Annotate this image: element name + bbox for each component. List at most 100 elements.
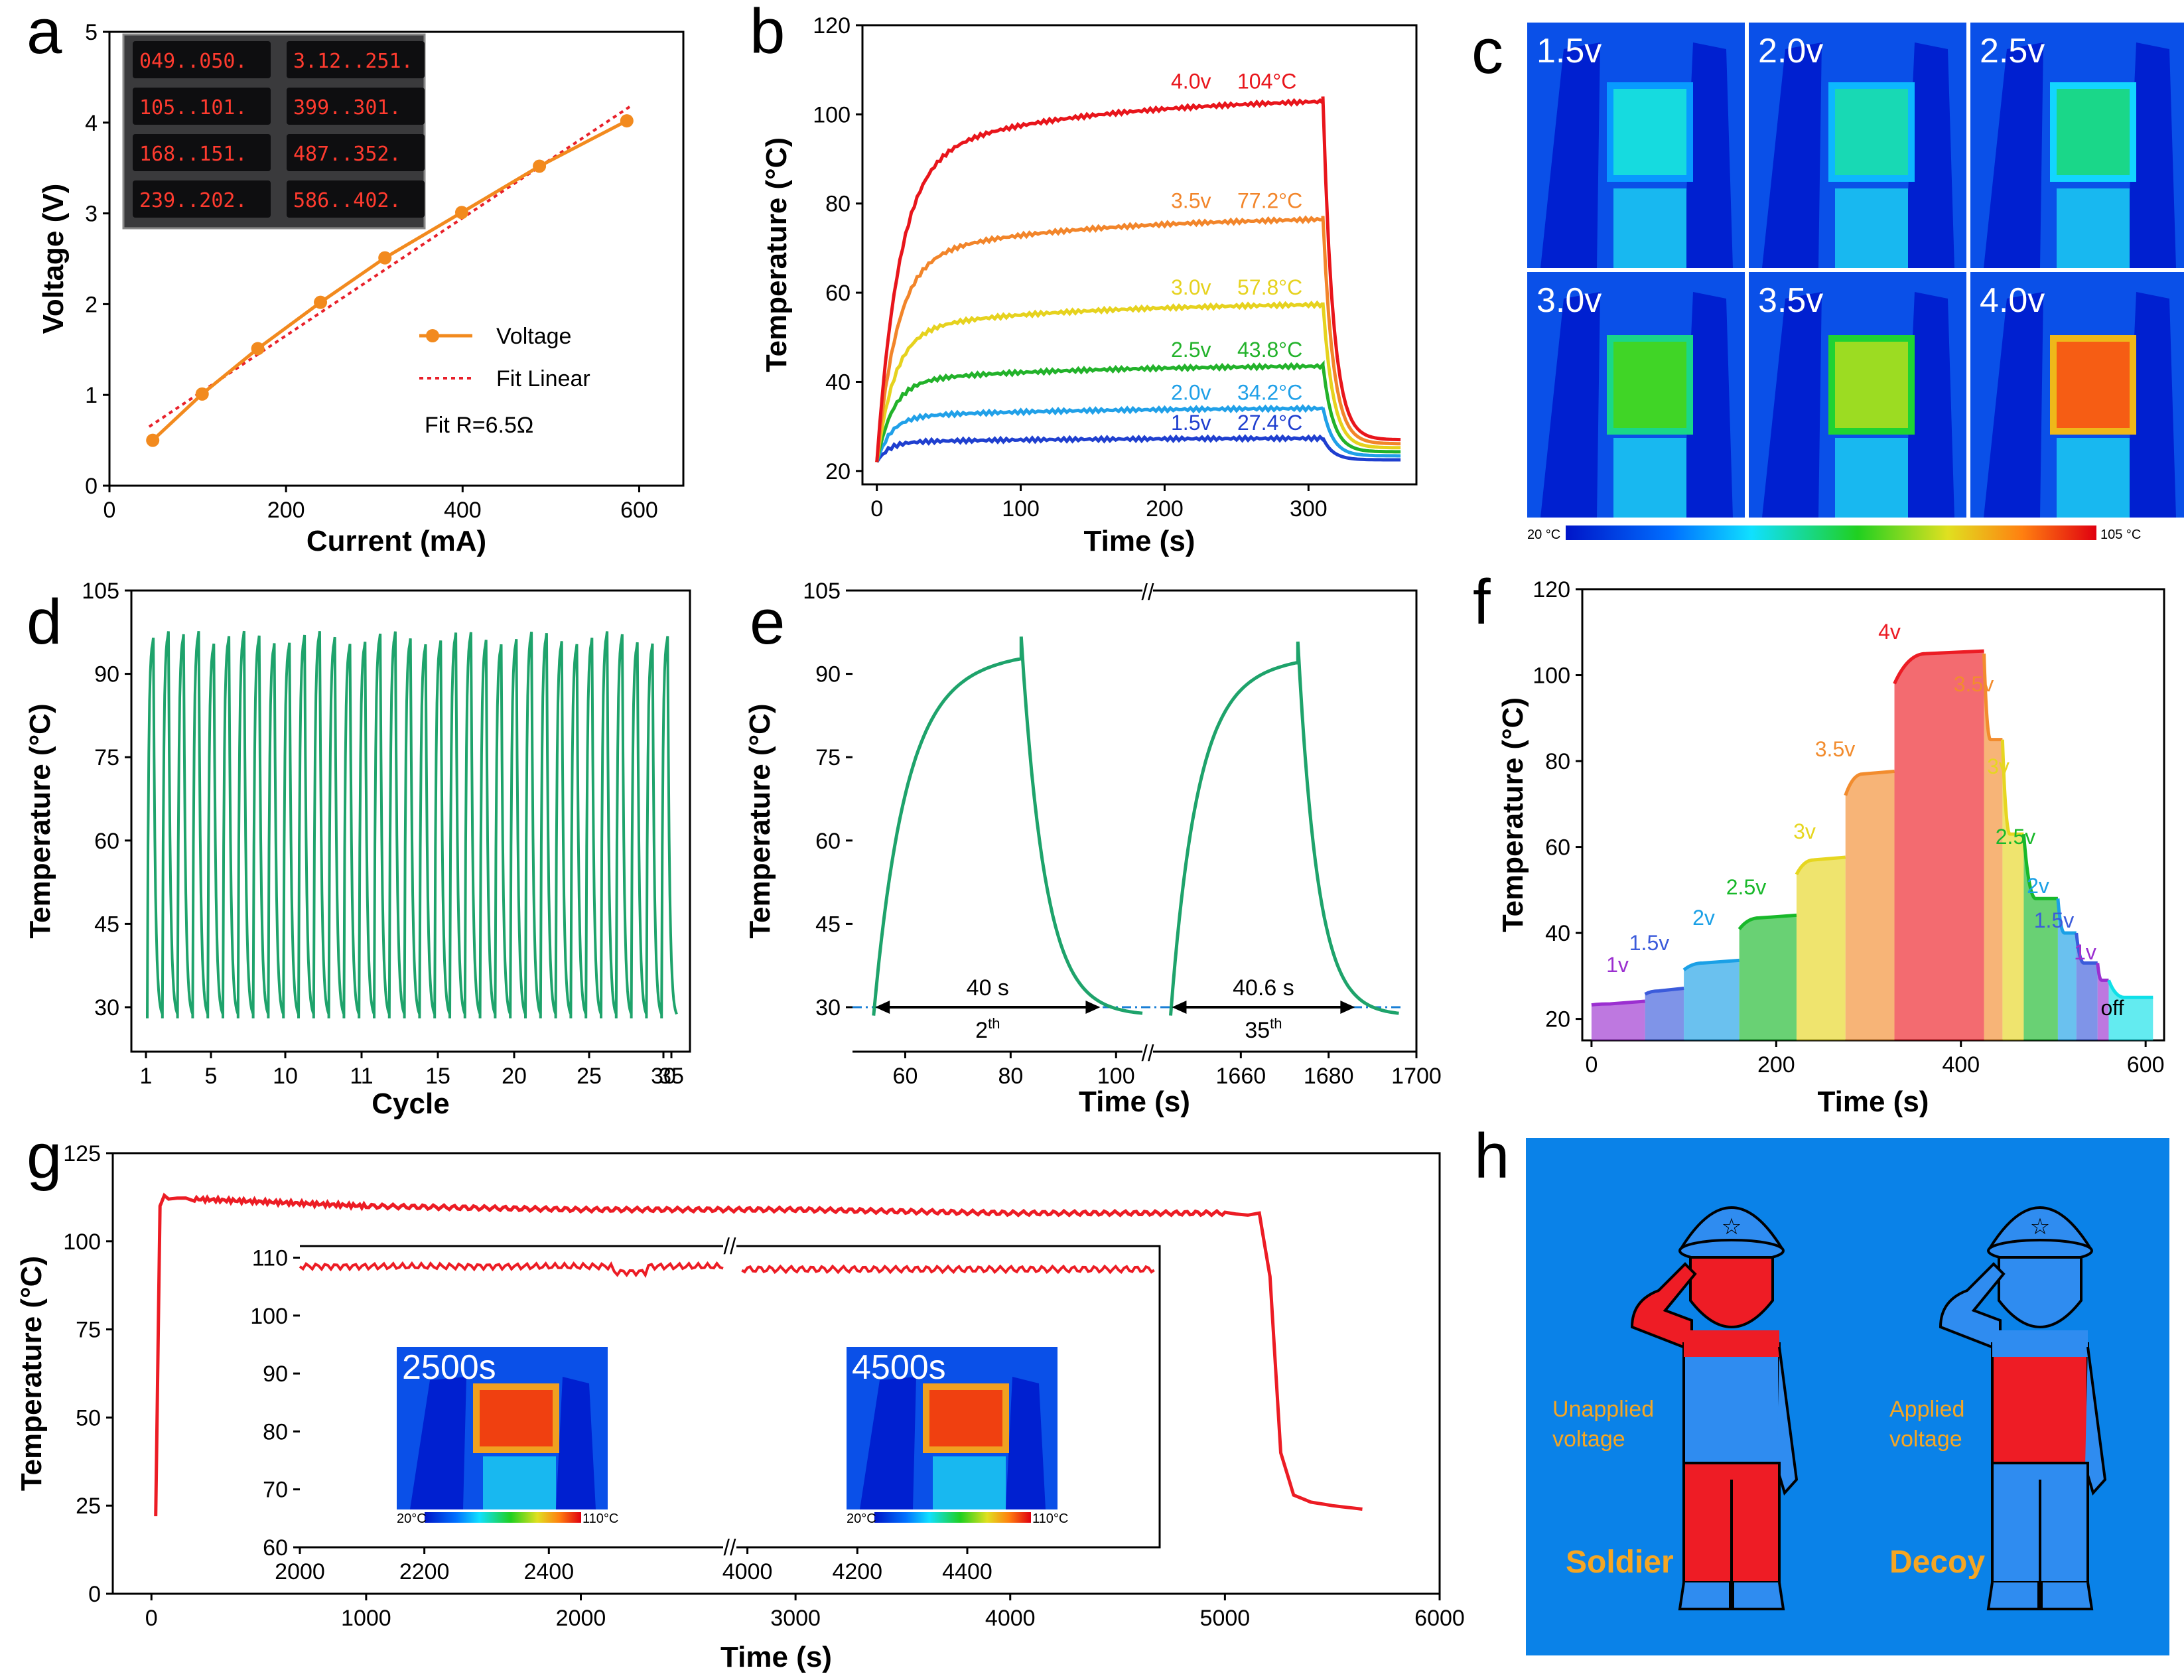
step-outline — [1844, 769, 1895, 796]
axis-break-mark: // — [1142, 1041, 1154, 1066]
thermal-right-block — [1905, 42, 1954, 268]
y-tick-label: 120 — [813, 13, 851, 38]
led-reading: 168..151. — [139, 143, 247, 166]
y-tick-label: 60 — [1545, 835, 1570, 861]
y-tick-label: 30 — [94, 995, 119, 1020]
inset-x-tick-label: 2000 — [275, 1559, 325, 1584]
y-tick-label: 125 — [63, 1141, 101, 1166]
step-outline — [2075, 932, 2098, 965]
scale-max-label: 110°C — [1032, 1511, 1068, 1526]
y-tick-label: 90 — [94, 662, 119, 687]
arrow-head-right — [1085, 1001, 1101, 1015]
y-tick-label: 4 — [85, 111, 98, 136]
cycle-number: 2 — [975, 1018, 988, 1043]
y-tick-label: 80 — [1545, 749, 1570, 774]
right-shoe — [1732, 1582, 1785, 1610]
x-tick-label: 11 — [350, 1064, 373, 1089]
thermal-frame-label: 3.5v — [1758, 281, 1823, 320]
plot-frame — [111, 1152, 1441, 1595]
thermal-left-block — [1762, 42, 1822, 268]
x-tick-label: 1680 — [1304, 1064, 1354, 1089]
cycle-suffix: th — [1270, 1015, 1282, 1032]
thermal-stand — [1613, 438, 1686, 518]
thermal-hot-region — [2050, 82, 2136, 182]
arrow-head-right — [1340, 1001, 1355, 1015]
step-area — [1845, 771, 1895, 1040]
y-tick-label: 100 — [63, 1229, 101, 1255]
panel-letter-c: c — [1471, 16, 1503, 87]
inset-x-tick-label: 4000 — [722, 1559, 773, 1584]
x-tick-label: 200 — [1757, 1052, 1795, 1078]
thermal-right-block — [1683, 292, 1733, 518]
scale-min-label: 20 °C — [1527, 527, 1560, 542]
inset-axis-break: // — [724, 1234, 736, 1259]
step-label: 4v — [1878, 620, 1901, 644]
step-area — [1796, 857, 1846, 1040]
x-tick-label: 600 — [2127, 1052, 2165, 1078]
step-area — [2097, 963, 2109, 1040]
step-label: 2.5v — [1726, 875, 1766, 899]
panel-g-chart: 0 1000 2000 3000 4000 5000 6000 0 25 50 75 100 125 Ti… — [15, 1141, 1465, 1673]
led-display — [133, 180, 271, 218]
panel-a-chart: 0 200 400 600 0 1 2 3 4 5 Current (mA) Voltage (V) 0… — [37, 20, 685, 557]
thermal-stand — [1835, 188, 1908, 268]
soldier-hat — [1988, 1206, 2092, 1249]
cycle-suffix: th — [988, 1015, 1000, 1032]
y-tick-label: 20 — [1545, 1007, 1570, 1032]
led-reading: 487..352. — [293, 143, 401, 166]
thermal-right-block — [1683, 42, 1733, 268]
led-reading: 239..202. — [139, 189, 247, 212]
series-temp-label: 27.4°C — [1237, 411, 1302, 435]
x-axis-label: Time (s) — [1084, 525, 1195, 557]
x-tick-label: 10 — [273, 1064, 298, 1089]
y-tick-label: 90 — [815, 662, 841, 687]
step-area — [1894, 651, 1984, 1040]
led-display — [287, 134, 425, 171]
step-label: 3.5v — [1815, 737, 1855, 761]
soldier-collar — [1684, 1330, 1779, 1357]
x-tick-label: 20 — [502, 1064, 527, 1089]
led-reading: 586..402. — [293, 189, 401, 212]
soldier-torso — [1682, 1342, 1781, 1464]
step-label: 3v — [1793, 819, 1816, 843]
step-label: 2v — [2027, 874, 2049, 898]
panel-h-illustration: ☆ Unapplied voltage Soldier ☆ Applied voltage D… — [1526, 1138, 2169, 1655]
inset-x-tick-label: 2200 — [399, 1559, 450, 1584]
curve-2.5v — [875, 360, 1401, 462]
thermal-hot-region — [1607, 335, 1693, 435]
step-label: 2v — [1692, 906, 1715, 930]
right-shoe — [2040, 1582, 2094, 1610]
x-axis-label: Time (s) — [1079, 1085, 1190, 1118]
thermal-left-block — [1984, 42, 2043, 268]
y-tick-label: 60 — [94, 829, 119, 854]
fit-annotation: Fit R=6.5Ω — [425, 413, 533, 438]
y-tick-label: 2 — [85, 292, 98, 317]
y-tick-label: 1 — [85, 383, 98, 408]
saluting-arm — [1939, 1262, 2006, 1352]
step-outline — [2021, 833, 2058, 900]
voltage-state-label-2: voltage — [1552, 1427, 1625, 1452]
x-tick-label: 80 — [998, 1064, 1023, 1089]
thermal-left-block — [410, 1377, 466, 1509]
step-outline — [1795, 855, 1846, 876]
cycle-number-label: 2th — [975, 1015, 1000, 1043]
thermal-left-block — [1984, 292, 2043, 518]
thermal-hot-region — [1828, 335, 1915, 435]
legend-voltage-marker — [426, 329, 439, 342]
thermal-hot-region — [473, 1383, 559, 1453]
y-tick-label: 30 — [815, 995, 841, 1020]
x-tick-label: 0 — [870, 496, 883, 522]
thermal-right-block — [556, 1377, 596, 1509]
curve-3.5v — [875, 215, 1401, 462]
series-voltage-label: 2.5v — [1171, 338, 1211, 362]
y-axis-label: Voltage (V) — [37, 184, 70, 334]
x-tick-label: 100 — [1002, 496, 1040, 522]
thermal-stand — [483, 1456, 556, 1509]
y-axis-label: Temperature (°C) — [24, 703, 56, 938]
x-axis-label: Cycle — [372, 1087, 449, 1120]
y-tick-label: 80 — [825, 192, 851, 217]
thermal-stand — [933, 1456, 1006, 1509]
x-axis-label: Time (s) — [1818, 1085, 1929, 1118]
step-outline — [1682, 958, 1740, 971]
